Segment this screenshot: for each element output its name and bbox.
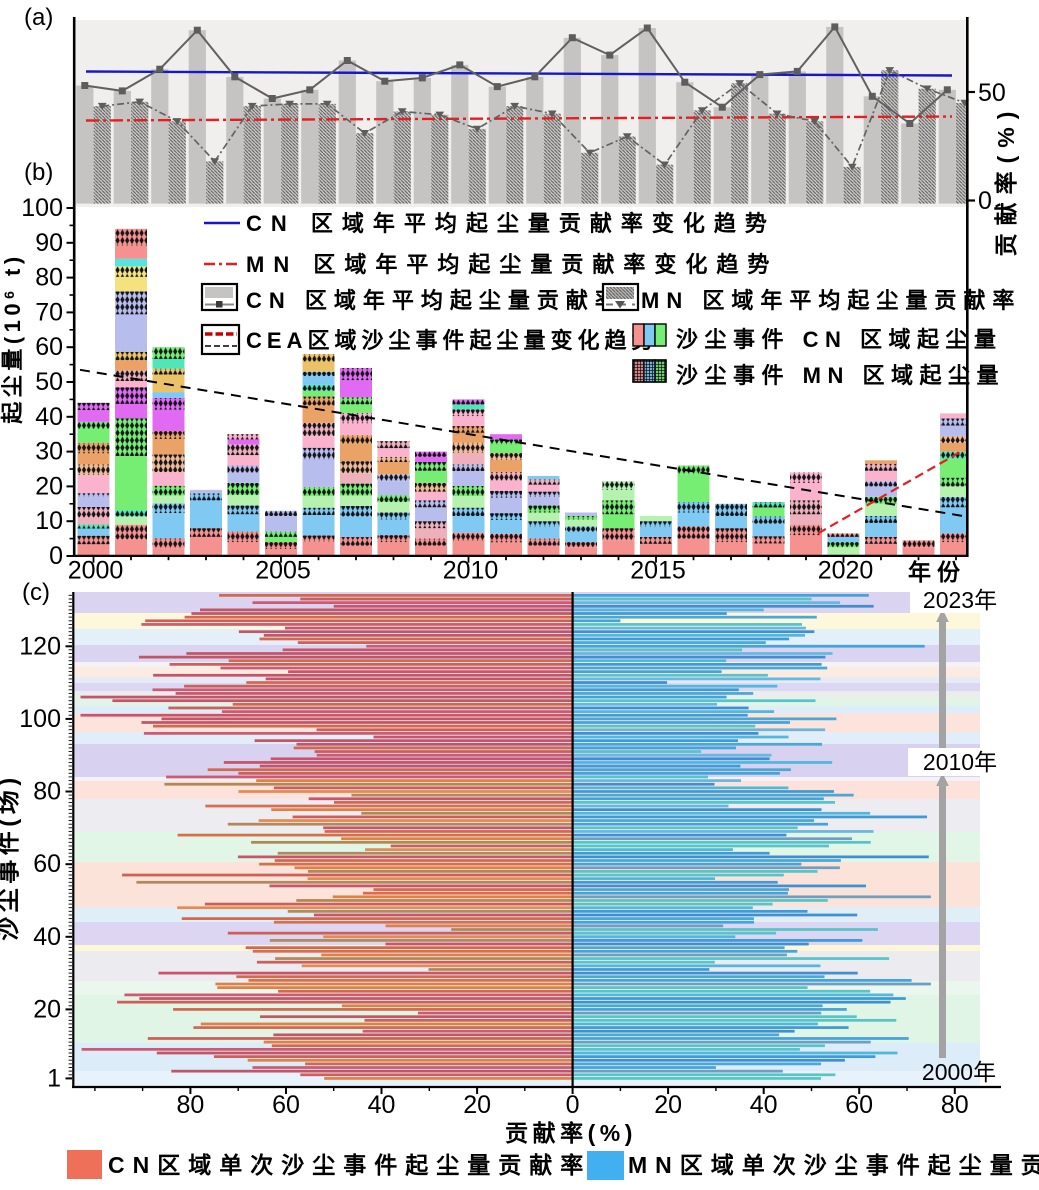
svg-text:CN区域单次沙尘事件起尘量贡献率: CN区域单次沙尘事件起尘量贡献率 [108,1152,591,1178]
svg-text:2010年: 2010年 [923,749,997,775]
svg-text:40: 40 [368,1091,396,1119]
svg-text:沙尘事件 MN 区域起尘量: 沙尘事件 MN 区域起尘量 [676,363,1005,388]
svg-text:MN 区域年平均起尘量贡献率变化趋势: MN 区域年平均起尘量贡献率变化趋势 [246,252,778,277]
svg-text:20: 20 [463,1091,491,1119]
svg-text:20: 20 [35,472,63,500]
svg-text:60: 60 [35,333,63,361]
svg-text:CN 区域年平均起尘量贡献率: CN 区域年平均起尘量贡献率 [246,288,624,313]
svg-text:0: 0 [566,1091,580,1119]
svg-text:80: 80 [941,1091,969,1119]
svg-text:贡献率(%): 贡献率(%) [505,1120,637,1146]
svg-text:70: 70 [35,298,63,326]
svg-text:2015: 2015 [630,557,686,585]
svg-text:CEA区域沙尘事件起尘量变化趋势: CEA区域沙尘事件起尘量变化趋势 [246,328,658,353]
svg-text:(b): (b) [24,159,53,186]
svg-text:20: 20 [33,995,61,1023]
svg-text:50: 50 [35,368,63,396]
svg-text:(a): (a) [24,4,53,31]
svg-text:年份: 年份 [908,559,966,585]
svg-text:40: 40 [33,923,61,951]
svg-text:40: 40 [35,403,63,431]
svg-text:沙尘事件(场): 沙尘事件(场) [0,773,22,940]
svg-text:120: 120 [19,632,61,660]
svg-text:0: 0 [49,542,63,570]
svg-text:10: 10 [35,507,63,535]
svg-text:CN 区域年平均起尘量贡献率变化趋势: CN 区域年平均起尘量贡献率变化趋势 [246,211,776,236]
svg-text:100: 100 [19,705,61,733]
svg-text:2010: 2010 [443,557,499,585]
svg-text:60: 60 [845,1091,873,1119]
svg-text:(c): (c) [22,579,50,606]
svg-text:100: 100 [21,194,63,222]
svg-text:2020: 2020 [818,557,874,585]
svg-text:80: 80 [176,1091,204,1119]
svg-text:50: 50 [978,79,1006,107]
svg-text:60: 60 [272,1091,300,1119]
svg-text:沙尘事件 CN 区域起尘量: 沙尘事件 CN 区域起尘量 [676,327,1003,352]
svg-text:40: 40 [750,1091,778,1119]
svg-text:2000: 2000 [68,557,124,585]
svg-text:90: 90 [35,229,63,257]
svg-text:MN 区域年平均起尘量贡献率: MN 区域年平均起尘量贡献率 [641,288,1021,313]
svg-text:80: 80 [33,778,61,806]
svg-text:30: 30 [35,438,63,466]
svg-text:0: 0 [978,187,992,215]
svg-text:60: 60 [33,850,61,878]
svg-text:MN区域单次沙尘事件起尘量贡献率: MN区域单次沙尘事件起尘量贡献率 [628,1152,1039,1178]
svg-text:起尘量(106 t): 起尘量(106 t) [0,252,25,424]
svg-text:2000年: 2000年 [922,1059,996,1085]
svg-text:1: 1 [47,1064,61,1092]
svg-text:80: 80 [35,264,63,292]
svg-text:贡献率(%): 贡献率(%) [993,104,1019,257]
svg-text:20: 20 [654,1091,682,1119]
svg-text:2005: 2005 [255,557,311,585]
svg-text:2023年: 2023年 [923,587,997,613]
